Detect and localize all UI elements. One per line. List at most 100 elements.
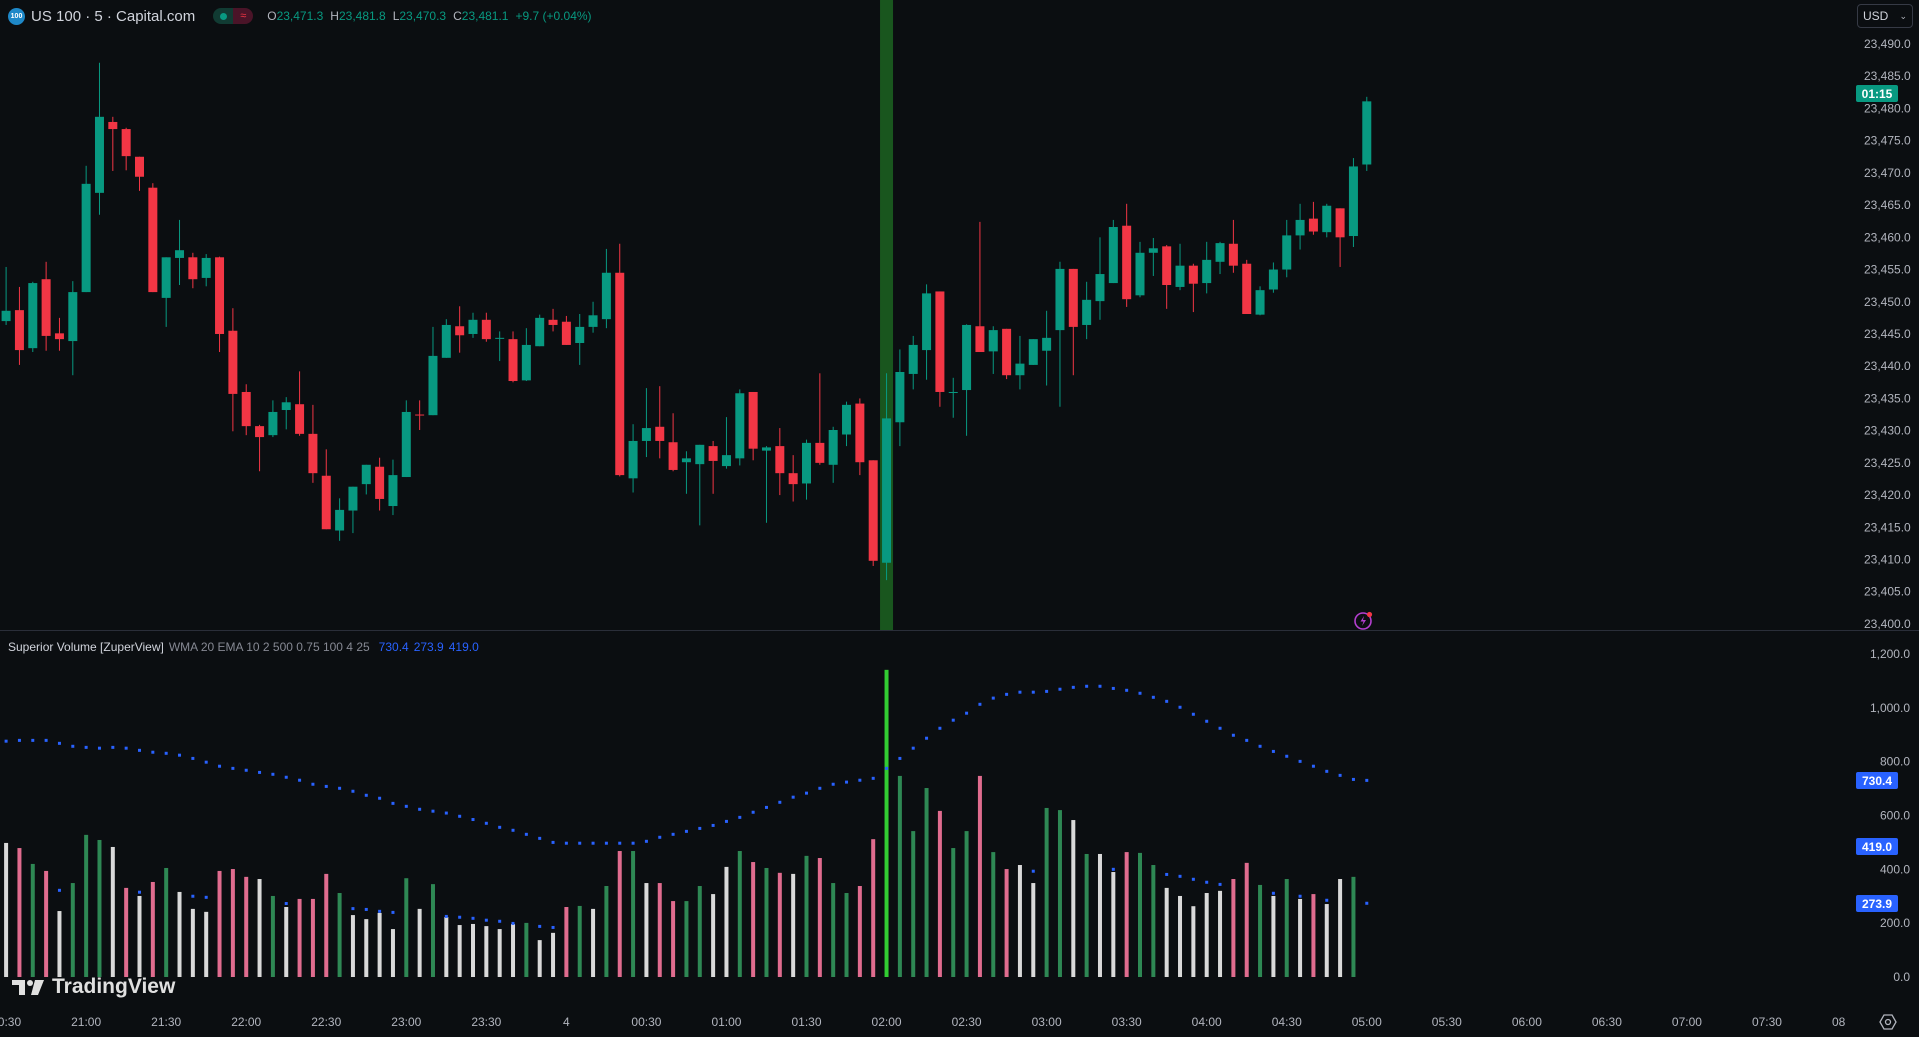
upper-line-point	[1191, 712, 1195, 716]
candle-body	[468, 319, 478, 334]
candle-body	[161, 257, 171, 298]
low-label: L	[392, 9, 400, 23]
candle-body	[1202, 259, 1212, 284]
candle-body	[548, 319, 558, 325]
candle-up	[335, 498, 345, 541]
lower-line-point	[1111, 867, 1115, 871]
candle-up	[842, 401, 852, 447]
candle-up	[1135, 241, 1145, 298]
candle-body	[975, 326, 985, 353]
indicator-legend[interactable]: Superior Volume [ZuperView] WMA 20 EMA 1…	[8, 640, 479, 654]
candle-body	[1055, 268, 1065, 331]
candle-up	[922, 284, 932, 380]
indicator-name[interactable]: Superior Volume [ZuperView]	[8, 640, 164, 654]
market-status-pill[interactable]: ≈	[213, 8, 254, 24]
symbol-title[interactable]: US 100 · 5 · Capital.com	[31, 7, 196, 25]
volume-bar	[844, 893, 849, 977]
volume-bar	[430, 884, 435, 977]
symbol-logo[interactable]: 100	[8, 7, 25, 25]
lower-line-point	[351, 907, 355, 911]
candle-up	[588, 301, 598, 333]
lightning-icon[interactable]	[1352, 608, 1376, 632]
candle-down	[561, 315, 571, 345]
candle-up	[28, 281, 38, 353]
candle-up	[895, 349, 905, 447]
volume-bar	[884, 669, 889, 977]
price-axis[interactable]: 23,490.0 23,485.0 23,480.0 23,475.0 23,470.0…	[1864, 37, 1911, 631]
volume-axis[interactable]: 1,200.0 1,000.0 800.0 600.0 400.0 200.0 0.0	[1870, 647, 1910, 984]
candle-up	[1095, 237, 1105, 320]
price-tick-label: 23,485.0	[1864, 69, 1911, 83]
candle-up	[1082, 281, 1092, 340]
price-pane[interactable]	[1, 0, 1372, 630]
candle-down	[548, 308, 558, 332]
candle-body	[201, 257, 211, 278]
candle-down	[975, 221, 985, 353]
upper-line-point	[1111, 686, 1115, 690]
candle-body	[175, 250, 185, 258]
candle-body	[28, 283, 38, 349]
volume-bar	[657, 883, 662, 977]
upper-line-point	[791, 795, 795, 799]
upper-line-point	[84, 745, 88, 749]
upper-line-point	[978, 702, 982, 706]
volume-bar	[457, 925, 462, 977]
upper-line-point	[764, 805, 768, 809]
candle-body	[655, 426, 665, 441]
volume-bar	[404, 878, 409, 977]
upper-line-point	[1138, 691, 1142, 695]
candle-down	[775, 428, 785, 496]
volume-pane[interactable]	[4, 669, 1369, 977]
indicator-value: 419.0	[448, 640, 479, 654]
candle-body	[441, 324, 451, 358]
lower-line-point	[498, 919, 502, 923]
volume-bar	[217, 870, 222, 977]
candle-body	[988, 330, 998, 352]
upper-line-point	[1125, 688, 1129, 692]
candle-up	[268, 400, 278, 438]
price-tick-label: 23,410.0	[1864, 553, 1911, 567]
price-tick-label: 23,450.0	[1864, 295, 1911, 309]
candle-body	[481, 319, 491, 340]
candle-down	[748, 391, 758, 461]
candle-body	[668, 442, 678, 470]
currency-dropdown[interactable]: USD ⌄	[1857, 4, 1913, 28]
upper-line-point	[271, 772, 275, 776]
settings-gear-icon[interactable]	[1878, 1012, 1898, 1032]
upper-line-point	[564, 841, 568, 845]
indicator-params: WMA 20 EMA 10 2 500 0.75 100 4 25	[168, 640, 370, 654]
candle-body	[121, 129, 131, 157]
candle-up	[695, 444, 705, 526]
candle-down	[788, 455, 798, 502]
tradingview-logo[interactable]: TradingView	[12, 975, 175, 999]
upper-line-point	[324, 784, 328, 788]
upper-line-point	[418, 807, 422, 811]
candle-body	[295, 404, 305, 434]
time-axis[interactable]: 20:30 21:00 21:30 22:00 22:30 23:00 23:30 4 00:3…	[0, 1015, 1862, 1029]
candle-down	[855, 398, 865, 476]
upper-line-point	[311, 782, 315, 786]
lower-line-point	[458, 915, 462, 919]
volume-bar	[30, 863, 35, 977]
upper-line-point	[431, 809, 435, 813]
upper-line-point	[1098, 684, 1102, 688]
volume-bar	[150, 881, 155, 977]
candle-body	[14, 310, 24, 351]
upper-line-point	[1365, 778, 1369, 782]
volume-bar	[1111, 872, 1116, 977]
candle-up	[962, 324, 972, 436]
candle-body	[1228, 243, 1238, 266]
upper-line-point	[1045, 689, 1049, 693]
upper-line-point	[1258, 744, 1262, 748]
candle-down	[1002, 328, 1012, 380]
upper-line-point	[1151, 695, 1155, 699]
candle-body	[1215, 243, 1225, 262]
candle-up	[1015, 335, 1025, 390]
volume-bar	[617, 851, 622, 977]
volume-bar	[964, 831, 969, 977]
lower-line-point	[57, 888, 61, 892]
volume-bar	[511, 923, 516, 977]
lower-line-point	[378, 909, 382, 913]
candle-down	[121, 127, 131, 171]
